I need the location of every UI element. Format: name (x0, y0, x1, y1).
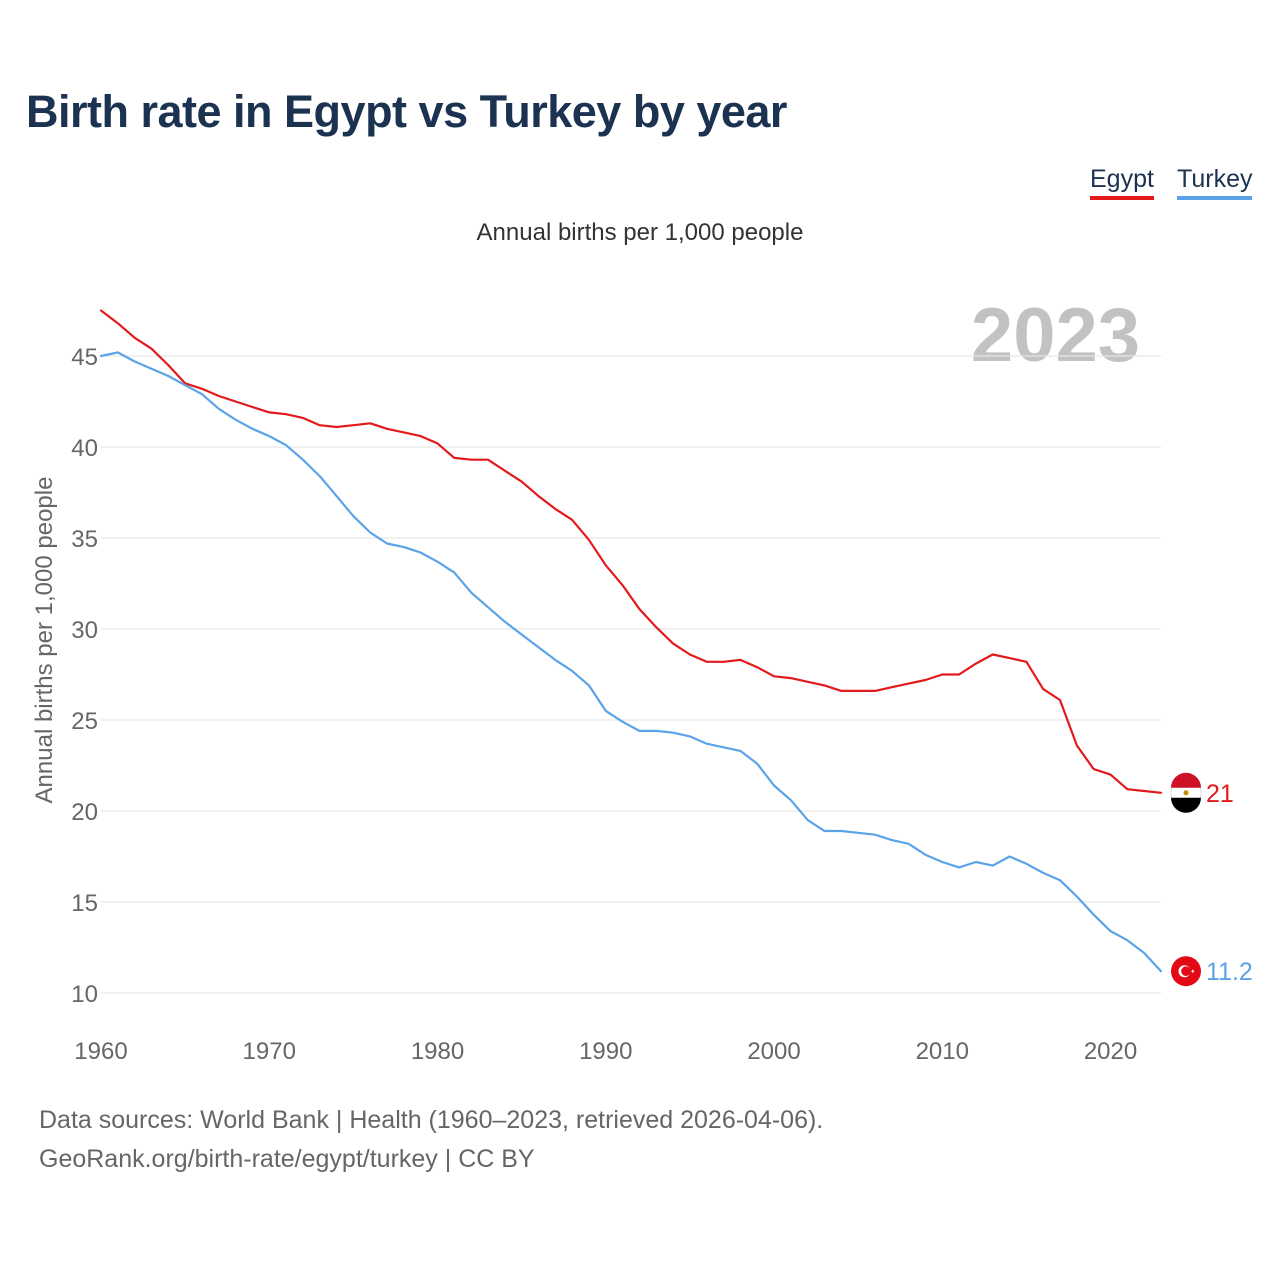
y-tick-label: 40 (71, 435, 98, 462)
x-tick-label: 1980 (411, 1038, 464, 1065)
legend-item-egypt[interactable]: Egypt (1090, 165, 1154, 200)
x-tick-label: 2010 (916, 1038, 969, 1065)
end-markers: 21 11.2 (1170, 772, 1253, 987)
series-line-egypt (99, 309, 1163, 794)
y-tick-label: 35 (71, 526, 98, 553)
egypt-flag-icon (1170, 772, 1202, 813)
year-watermark: 2023 (971, 293, 1140, 378)
series-line-turkey (99, 351, 1163, 973)
end-label-turkey: 11.2 (1206, 958, 1253, 986)
end-label-egypt: 21 (1206, 780, 1234, 808)
x-tick-label: 1990 (579, 1038, 632, 1065)
y-tick-label: 30 (71, 617, 98, 644)
x-tick-label: 1960 (74, 1038, 127, 1065)
chart-subtitle: Annual births per 1,000 people (477, 219, 804, 246)
x-tick-label: 2020 (1084, 1038, 1137, 1065)
x-tick-label: 2000 (747, 1038, 800, 1065)
page-title: Birth rate in Egypt vs Turkey by year (26, 86, 787, 137)
y-tick-label: 15 (71, 890, 98, 917)
y-axis-label: Annual births per 1,000 people (31, 477, 58, 804)
y-tick-labels: 10 15 20 25 30 35 40 45 (71, 344, 98, 1008)
footer-sources: Data sources: World Bank | Health (1960–… (39, 1106, 824, 1134)
x-tick-labels: 1960 1970 1980 1990 2000 2010 2020 (74, 1038, 1137, 1065)
turkey-flag-icon (1171, 956, 1201, 987)
x-tick-label: 1970 (243, 1038, 296, 1065)
gridlines (101, 355, 1161, 994)
y-tick-label: 25 (71, 708, 98, 735)
line-chart: Annual births per 1,000 people 2023 Annu… (31, 219, 1253, 1065)
y-tick-label: 10 (71, 981, 98, 1008)
series-lines (99, 309, 1163, 973)
y-tick-label: 20 (71, 799, 98, 826)
y-tick-label: 45 (71, 344, 98, 371)
legend-item-turkey[interactable]: Turkey (1177, 165, 1253, 200)
footer-url[interactable]: GeoRank.org/birth-rate/egypt/turkey | CC… (39, 1145, 535, 1173)
